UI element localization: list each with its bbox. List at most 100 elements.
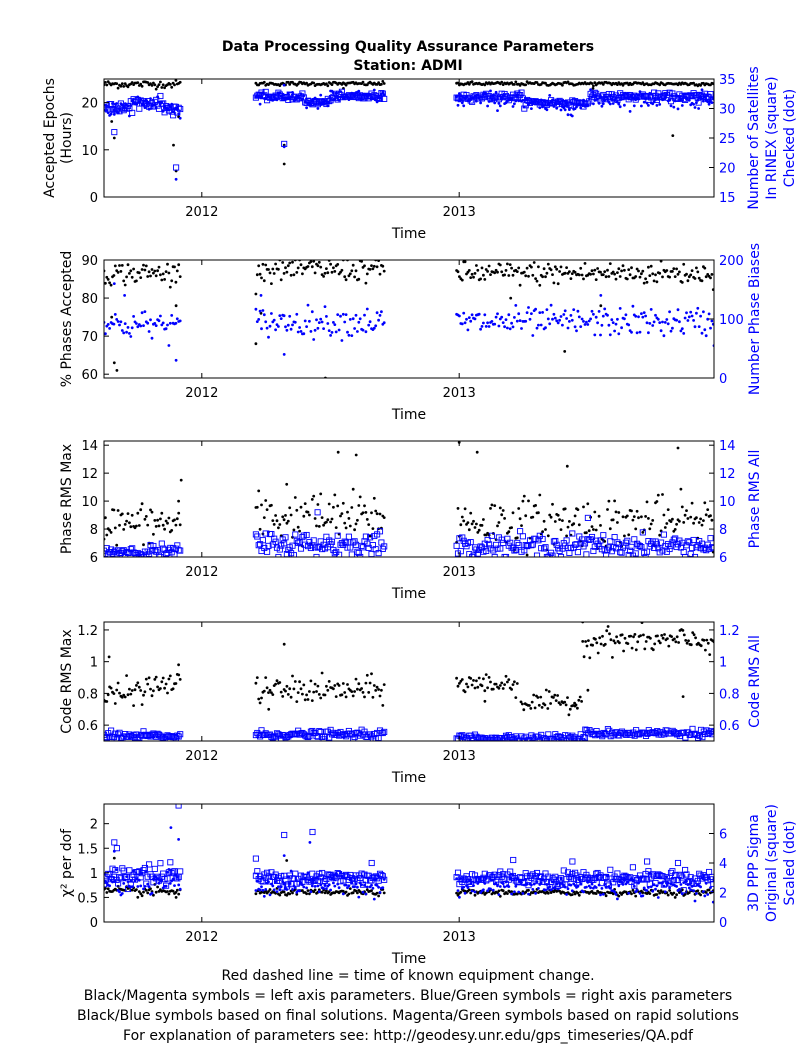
right-series-point-square <box>484 536 491 544</box>
right-series-point-square <box>603 873 610 880</box>
right-series-point-dot <box>470 313 474 317</box>
left-series-point-dot <box>658 891 662 895</box>
left-series-point-dot <box>164 270 168 273</box>
right-series-point-dot <box>333 323 337 326</box>
right-series-point-dot <box>675 94 678 97</box>
left-series-point-dot <box>329 262 332 266</box>
right-series-point-dot <box>515 877 519 880</box>
right-series-point-dot <box>341 892 345 896</box>
left-series-point-dot <box>159 687 162 690</box>
right-series-point-dot <box>344 313 348 316</box>
right-series-point-dot <box>136 95 140 99</box>
right-series-point-dot <box>702 99 705 103</box>
left-series-point-dot <box>484 673 488 676</box>
right-series-point-dot <box>378 314 382 317</box>
left-series-point-dot <box>549 702 552 705</box>
right-series-point-dot <box>521 98 525 102</box>
right-series-point-square <box>557 553 565 557</box>
left-series-point-dot <box>317 693 321 696</box>
right-series-point-dot <box>278 314 282 317</box>
right-series-point-square <box>289 542 296 549</box>
right-series-point-dot <box>364 330 368 334</box>
right-series-point-dot <box>570 114 574 118</box>
left-series-point-dot <box>635 509 639 513</box>
left-series-point-dot <box>558 518 561 521</box>
right-series-point-dot <box>178 116 182 120</box>
left-series-point-dot <box>344 695 348 699</box>
right-series-point-dot <box>532 882 536 886</box>
left-series-point-dot <box>295 271 299 274</box>
left-series-point-dot <box>319 265 323 269</box>
right-series-point-dot <box>576 885 580 888</box>
right-series-point-dot <box>696 98 700 102</box>
left-series-point-dot <box>106 693 110 697</box>
right-series-point-dot <box>487 100 491 103</box>
left-series-point-dot <box>118 691 121 695</box>
right-series-point-dot <box>563 885 567 889</box>
left-series-point-dot <box>546 262 550 266</box>
right-series-point-dot <box>375 311 379 315</box>
right-series-point-dot <box>115 868 119 871</box>
left-series-point-dot <box>511 511 515 515</box>
left-series-point-dot <box>524 83 528 87</box>
left-series-point-dot <box>506 680 509 684</box>
left-series-point-dot <box>489 680 492 684</box>
left-series-point-dot <box>257 489 261 493</box>
left-series-point-dot <box>339 270 342 274</box>
figure-title-line-1: Data Processing Quality Assurance Parame… <box>222 39 594 55</box>
left-series-point-dot <box>507 530 511 534</box>
right-series-point-square <box>470 552 477 557</box>
left-series-point-dot <box>279 278 283 282</box>
left-series-point-dot <box>500 681 504 685</box>
right-series-point-square <box>170 868 177 875</box>
left-series-outlier-dot <box>174 304 178 308</box>
left-series-point-dot <box>697 521 701 524</box>
left-series-point-dot <box>618 641 621 645</box>
right-series-point-dot <box>275 890 279 893</box>
right-series-point-dot <box>286 323 290 327</box>
y-right-tick-label: 0.8 <box>719 687 740 702</box>
left-series-point-dot <box>330 270 334 274</box>
left-series-point-dot <box>472 519 475 523</box>
left-series-point-dot <box>123 523 127 526</box>
y-right-tick-label: 6 <box>719 828 727 843</box>
right-series-point-dot <box>257 318 261 321</box>
left-series-point-dot <box>561 83 564 87</box>
y-right-tick-label: 200 <box>719 254 744 269</box>
left-series-point-dot <box>459 890 463 894</box>
left-series-point-dot <box>132 267 136 271</box>
left-series-point-dot <box>641 531 645 534</box>
right-series-point-dot <box>586 880 590 884</box>
right-series-point-dot <box>285 888 289 891</box>
right-series-point-square <box>357 874 364 881</box>
right-series-point-dot <box>360 97 363 101</box>
right-series-point-dot <box>496 884 499 888</box>
left-series-point-dot <box>659 260 663 263</box>
left-series-point-dot <box>522 708 526 712</box>
left-series-point-dot <box>644 515 647 518</box>
x-tick-label: 2012 <box>185 930 218 945</box>
left-series-point-dot <box>163 686 167 690</box>
right-series-point-dot <box>482 321 485 325</box>
right-series-point-dot <box>334 91 338 95</box>
right-series-point-dot <box>662 334 666 338</box>
right-series-point-dot <box>289 95 293 99</box>
right-series-point-square <box>581 734 589 741</box>
left-series-point-dot <box>553 265 557 269</box>
right-series-point-dot <box>623 103 626 107</box>
right-series-point-dot <box>354 882 358 886</box>
right-series-point-dot <box>491 888 495 892</box>
left-series-point-dot <box>620 269 623 273</box>
right-series-point-dot <box>649 885 653 889</box>
left-series-point-dot <box>608 632 611 636</box>
right-series-point-dot <box>466 328 470 332</box>
right-series-point-dot <box>377 885 380 889</box>
right-series-point-dot <box>640 104 643 108</box>
left-series-point-dot <box>568 270 571 273</box>
right-series-point-dot <box>295 97 299 100</box>
right-series-point-square <box>590 547 597 555</box>
left-series-point-dot <box>299 687 303 691</box>
right-series-point-dot <box>458 314 461 318</box>
right-series-point-dot <box>264 97 268 101</box>
right-series-point-dot <box>662 884 666 888</box>
